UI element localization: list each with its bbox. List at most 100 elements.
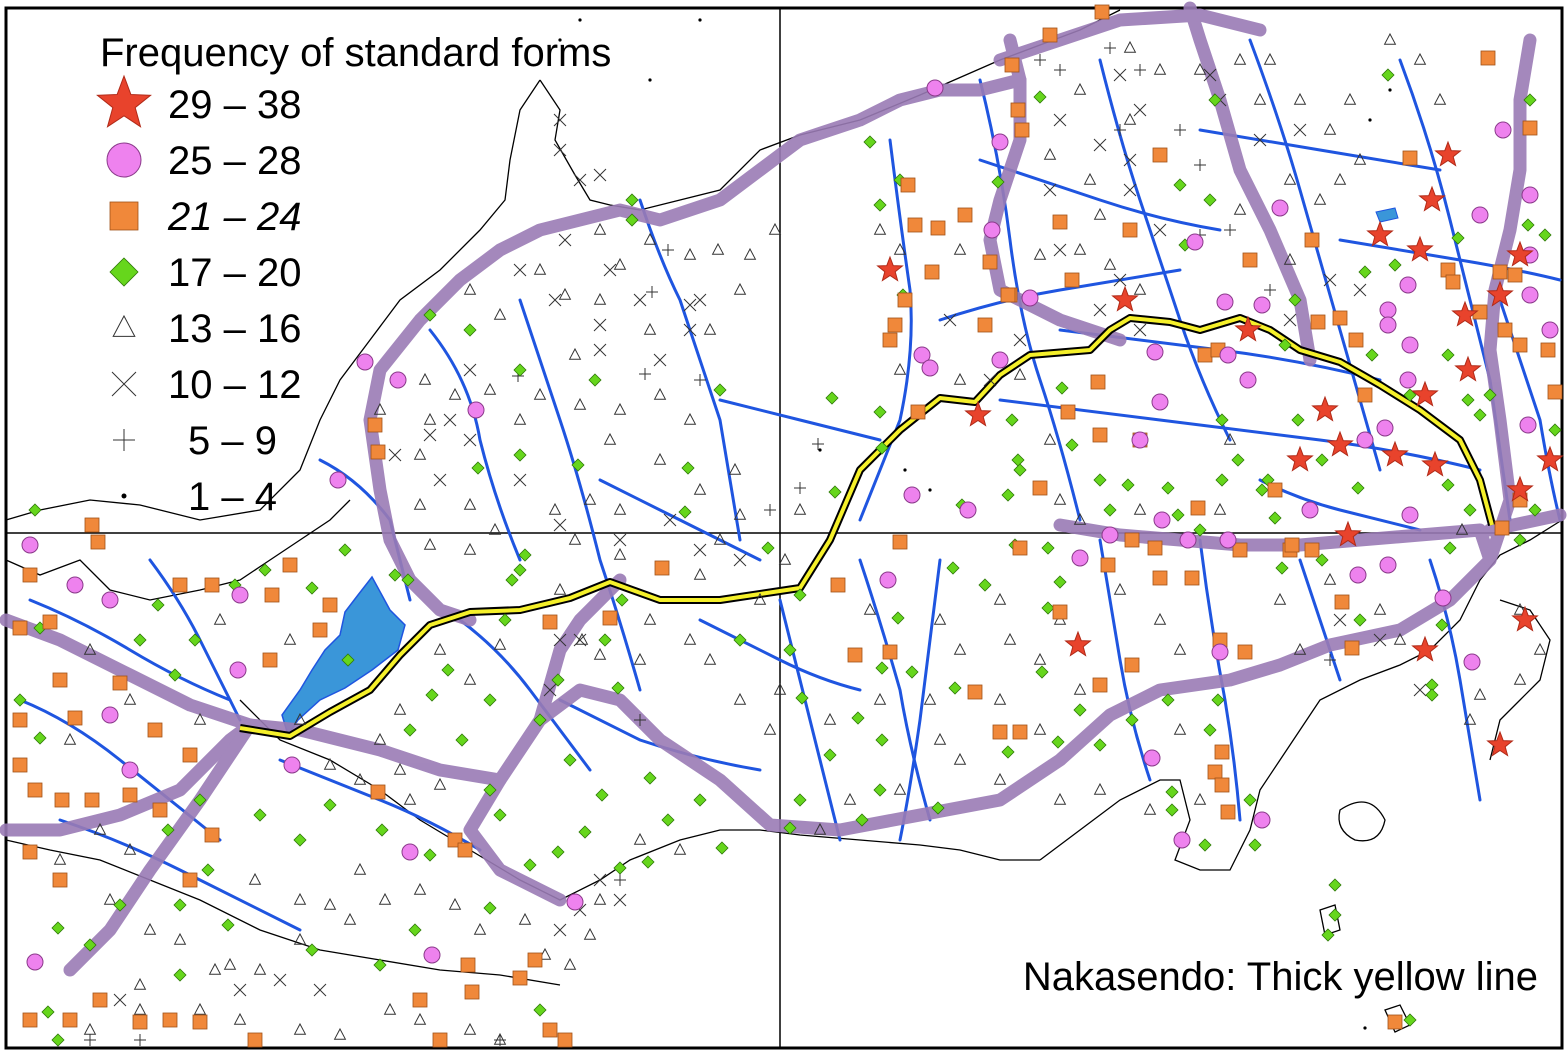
marker-square [1152,570,1168,586]
marker-diamond [1548,423,1562,437]
marker-diamond [551,845,565,859]
marker-cross [463,363,477,377]
marker-diamond [133,633,147,647]
marker-diamond [403,723,417,737]
marker-cross [1323,273,1337,287]
marker-diamond [678,505,692,519]
marker-diamond [1093,473,1107,487]
marker-square [1014,122,1030,138]
marker-triangle [518,912,532,925]
marker-square [1348,332,1364,348]
marker-dot [903,468,907,472]
marker-triangle [253,962,267,975]
marker-triangle [613,502,627,515]
marker-square [1284,537,1300,553]
marker-square [84,792,100,808]
marker-plus [646,286,658,298]
marker-diamond [1161,481,1175,495]
marker-triangle [323,757,337,770]
marker-triangle [1383,32,1397,45]
marker-triangle [1073,82,1087,95]
marker-circle [1494,121,1512,139]
marker-square [1124,532,1140,548]
marker-triangle [493,637,507,650]
marker-square [1344,640,1360,656]
marker-circle [1173,831,1191,849]
marker-triangle [373,732,387,745]
marker-triangle [1103,257,1117,270]
marker-cross [233,983,247,997]
marker-diamond [1001,488,1015,502]
marker-circle [1541,321,1559,339]
marker-cross [543,683,557,697]
marker-cross [603,263,617,277]
marker-dot [1368,118,1372,122]
marker-triangle [1213,502,1227,515]
marker-diamond [1231,453,1245,467]
marker-diamond [713,383,727,397]
marker-circle [1131,431,1149,449]
marker-square [900,177,916,193]
marker-diamond [571,458,585,472]
marker-diamond [518,548,532,562]
marker-plus [1194,159,1206,171]
marker-square [1232,542,1248,558]
marker-dot [1363,1026,1367,1030]
marker-diamond [615,593,629,607]
marker-triangle [463,497,477,510]
marker-cross [1013,333,1027,347]
marker-plus [1264,284,1276,296]
marker-triangle [1343,92,1357,105]
marker-diamond [33,731,47,745]
marker-triangle [593,892,607,905]
marker-square [1064,272,1080,288]
marker-circle [229,661,247,679]
marker-square [1220,804,1236,820]
marker-triangle [1033,247,1047,260]
marker-cross [1203,68,1217,82]
legend-label: 10 – 12 [168,363,301,407]
marker-cross [663,513,677,527]
marker-plus [1224,224,1236,236]
marker-square [1310,314,1326,330]
marker-star [1111,285,1139,312]
marker-star [1511,605,1539,632]
marker-triangle [353,772,367,785]
marker-diamond [173,898,187,912]
marker-diamond [1208,93,1222,107]
marker-triangle [1323,572,1337,585]
marker-triangle [1533,642,1547,655]
marker-cross [573,173,587,187]
marker-triangle [53,852,67,865]
marker-triangle [633,652,647,665]
marker-square [1012,724,1028,740]
marker-diamond [1275,561,1289,575]
marker-diamond [1041,541,1055,555]
marker-diamond [498,613,512,627]
marker-diamond [551,673,565,687]
marker-diamond [408,923,422,937]
marker-diamond [873,198,887,212]
marker-triangle [953,372,967,385]
marker-plus [1034,54,1046,66]
marker-plus [812,438,824,450]
marker-diamond [851,711,865,725]
marker-diamond [1365,348,1379,362]
marker-circle [26,953,44,971]
marker-diamond [875,661,889,675]
legend-label: 13 – 16 [168,307,301,351]
marker-diamond [221,918,235,932]
marker-square [1494,520,1510,536]
marker-triangle [378,892,392,905]
marker-diamond [1435,618,1449,632]
marker-square [512,970,528,986]
marker-cross [313,983,327,997]
marker-diamond [1011,453,1025,467]
marker-circle [423,946,441,964]
marker-triangle [1033,652,1047,665]
marker-diamond [588,373,602,387]
marker-circle [879,571,897,589]
marker-circle [329,471,347,489]
marker-triangle [1293,642,1307,655]
marker-diamond [825,391,839,405]
